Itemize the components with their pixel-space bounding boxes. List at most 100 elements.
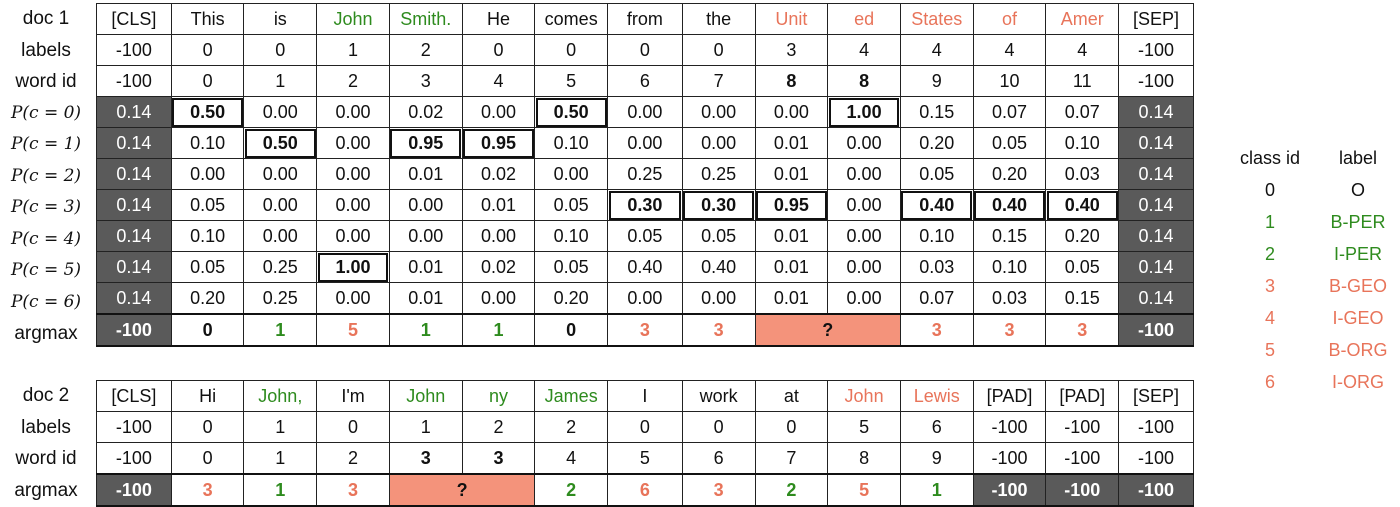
doc1-row-label: P(c = 4) bbox=[10, 228, 82, 249]
token-cell: John bbox=[827, 380, 901, 412]
prob-cell: 1.00 bbox=[316, 251, 390, 283]
doc2-row-label: argmax bbox=[14, 479, 78, 501]
word-id-cell: 1 bbox=[243, 65, 318, 97]
token-cell: I bbox=[607, 380, 683, 412]
word-id-cell: 2 bbox=[316, 65, 390, 97]
class-legend: class id label 0 O 1 B-PER 2 I-PER 3 B-GEO 4 I-GE… bbox=[1222, 142, 1398, 398]
prob-cell: 0.00 bbox=[461, 282, 536, 315]
prob-cell: 0.40 bbox=[972, 189, 1047, 221]
label-cell: 0 bbox=[681, 34, 756, 66]
prob-cell: 0.00 bbox=[827, 282, 901, 315]
prob-cell: 0.01 bbox=[461, 189, 536, 221]
prob-cell: 0.03 bbox=[972, 282, 1047, 315]
label-cell: 0 bbox=[754, 411, 829, 443]
argmax-cell: 3 bbox=[899, 313, 974, 347]
doc1-row-label: word id bbox=[15, 71, 77, 92]
doc1-row-label: P(c = 2) bbox=[10, 165, 82, 186]
prob-cell: 0.00 bbox=[243, 96, 318, 128]
prob-cell: 0.00 bbox=[243, 158, 318, 190]
prob-cell: 0.10 bbox=[534, 220, 609, 252]
prob-cell: 0.03 bbox=[1045, 158, 1120, 190]
prob-cell: 0.00 bbox=[827, 220, 901, 252]
prob-cell: 0.15 bbox=[972, 220, 1047, 252]
prob-cell: 0.14 bbox=[1118, 158, 1194, 190]
legend-class-label: O bbox=[1350, 180, 1365, 200]
argmax-cell: 3 bbox=[1045, 313, 1120, 347]
legend-class-id: 1 bbox=[1264, 212, 1275, 232]
word-id-cell: 5 bbox=[534, 65, 609, 97]
label-cell: 6 bbox=[899, 411, 974, 443]
argmax-cell: -100 bbox=[1118, 313, 1194, 347]
label-cell: 5 bbox=[827, 411, 901, 443]
argmax-cell: 6 bbox=[607, 473, 683, 507]
prob-cell: 0.14 bbox=[96, 282, 172, 315]
token-cell: is bbox=[243, 3, 318, 35]
word-id-cell: 5 bbox=[607, 442, 683, 475]
prob-cell: 0.01 bbox=[754, 282, 829, 315]
argmax-cell: 0 bbox=[170, 313, 245, 347]
token-cell: John bbox=[316, 3, 390, 35]
token-cell: ny bbox=[461, 380, 536, 412]
token-cell: I'm bbox=[316, 380, 390, 412]
word-id-cell: 7 bbox=[754, 442, 829, 475]
token-cell: from bbox=[607, 3, 683, 35]
prob-cell: 0.05 bbox=[170, 189, 245, 221]
legend-class-id: 4 bbox=[1264, 308, 1275, 328]
prob-cell: 0.05 bbox=[534, 189, 609, 221]
word-id-cell: 0 bbox=[170, 442, 245, 475]
doc1-row-label: argmax bbox=[14, 323, 78, 344]
label-cell: 1 bbox=[388, 411, 463, 443]
prob-cell: 0.02 bbox=[461, 158, 536, 190]
prob-cell: 0.14 bbox=[1118, 127, 1194, 159]
prob-cell: 0.20 bbox=[899, 127, 974, 159]
prob-cell: 0.14 bbox=[96, 96, 172, 128]
prob-cell: 0.95 bbox=[461, 127, 536, 159]
prob-cell: 0.20 bbox=[170, 282, 245, 315]
legend-class-label: I-ORG bbox=[1332, 372, 1384, 392]
label-cell: -100 bbox=[96, 34, 172, 66]
prob-cell: 0.00 bbox=[534, 158, 609, 190]
prob-cell: 0.05 bbox=[170, 251, 245, 283]
legend-class-label: B-PER bbox=[1330, 212, 1386, 232]
legend-row: 6 I-ORG bbox=[1222, 366, 1398, 398]
argmax-cell: 5 bbox=[827, 473, 901, 507]
token-cell: This bbox=[170, 3, 245, 35]
label-cell: 4 bbox=[972, 34, 1047, 66]
legend-row: 4 I-GEO bbox=[1222, 302, 1398, 334]
prob-cell: 0.02 bbox=[461, 251, 536, 283]
label-cell: -100 bbox=[1045, 411, 1120, 443]
legend-class-label: B-GEO bbox=[1328, 276, 1387, 296]
token-cell: [SEP] bbox=[1118, 380, 1194, 412]
token-cell: of bbox=[972, 3, 1047, 35]
word-id-cell: 3 bbox=[461, 442, 536, 475]
legend-header-label: label bbox=[1338, 148, 1378, 168]
argmax-cell: 1 bbox=[899, 473, 974, 507]
token-cell: He bbox=[461, 3, 536, 35]
argmax-cell: 2 bbox=[754, 473, 829, 507]
legend-class-id: 2 bbox=[1264, 244, 1275, 264]
word-id-cell: -100 bbox=[96, 65, 172, 97]
argmax-cell: 3 bbox=[681, 313, 756, 347]
prob-cell: 0.07 bbox=[972, 96, 1047, 128]
label-cell: 4 bbox=[1045, 34, 1120, 66]
word-id-cell: -100 bbox=[1045, 442, 1120, 475]
prob-cell: 0.20 bbox=[534, 282, 609, 315]
prob-cell: 0.00 bbox=[243, 189, 318, 221]
prob-cell: 0.00 bbox=[170, 158, 245, 190]
prob-cell: 0.01 bbox=[754, 127, 829, 159]
label-cell: 4 bbox=[899, 34, 974, 66]
prob-cell: 0.00 bbox=[607, 282, 683, 315]
prob-cell: 0.00 bbox=[754, 96, 829, 128]
prob-cell: 0.50 bbox=[170, 96, 245, 128]
prob-cell: 0.40 bbox=[607, 251, 683, 283]
prob-cell: 0.03 bbox=[899, 251, 974, 283]
word-id-cell: 6 bbox=[607, 65, 683, 97]
legend-class-label: I-GEO bbox=[1332, 308, 1384, 328]
argmax-cell: 1 bbox=[243, 473, 318, 507]
doc1-row-label: labels bbox=[21, 39, 71, 61]
token-cell: Smith. bbox=[388, 3, 463, 35]
doc1-table: [CLS] This is John Smith. He comes from the Unit e… bbox=[96, 3, 1194, 347]
word-id-cell: 7 bbox=[681, 65, 756, 97]
